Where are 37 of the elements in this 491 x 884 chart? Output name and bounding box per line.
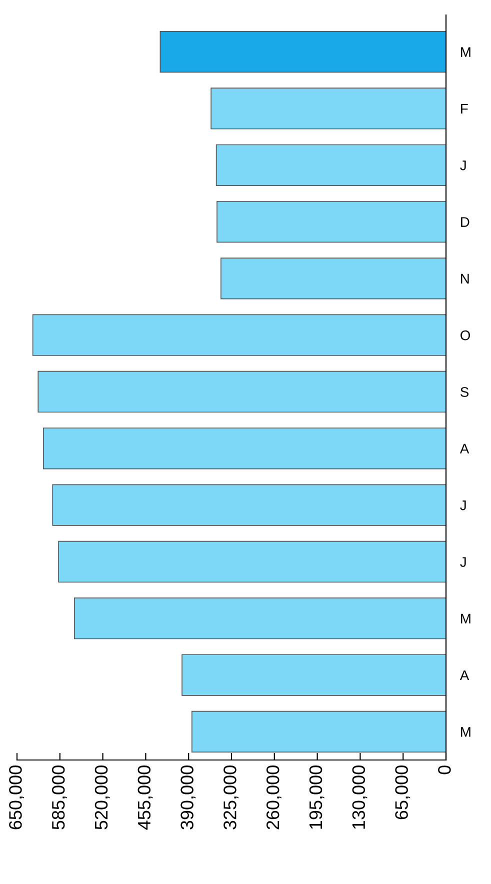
bar xyxy=(220,258,446,300)
bar xyxy=(58,540,446,583)
x-tick-label: 195,000 xyxy=(309,766,324,829)
x-tick-label: 390,000 xyxy=(180,766,196,830)
x-tick-label: 650,000 xyxy=(9,766,24,830)
y-tick-label: O xyxy=(460,330,470,340)
x-tick-label: 260,000 xyxy=(266,766,282,830)
y-tick-label: J xyxy=(460,557,466,567)
bar xyxy=(216,200,446,243)
x-tick-label: 65,000 xyxy=(395,766,410,820)
y-tick-label: J xyxy=(460,500,466,510)
y-tick-label: N xyxy=(461,274,469,284)
bar xyxy=(38,370,446,413)
bar xyxy=(32,314,446,356)
x-tick-label: 130,000 xyxy=(352,766,368,829)
x-tick-label: 455,000 xyxy=(138,766,153,830)
bar xyxy=(182,654,446,696)
bar xyxy=(216,144,446,186)
y-tick-label: F xyxy=(461,104,468,114)
y-tick-label: D xyxy=(461,217,470,227)
y-tick-label: A xyxy=(460,670,470,680)
y-tick-label: M xyxy=(461,614,470,624)
bar xyxy=(191,710,446,752)
bar xyxy=(52,484,446,526)
bar xyxy=(160,31,446,73)
y-tick-label: J xyxy=(460,160,466,170)
x-tick-label: 520,000 xyxy=(94,766,110,830)
bar xyxy=(42,428,446,470)
y-tick-label: S xyxy=(460,387,469,397)
y-tick-label: M xyxy=(461,727,470,737)
bar xyxy=(74,598,446,640)
x-tick-label: 325,000 xyxy=(224,766,238,830)
y-tick-label: M xyxy=(461,47,470,57)
x-tick-label: 0 xyxy=(438,766,451,774)
y-tick-label: A xyxy=(460,444,470,454)
bar xyxy=(210,88,446,130)
x-tick-label: 585,000 xyxy=(52,766,67,830)
